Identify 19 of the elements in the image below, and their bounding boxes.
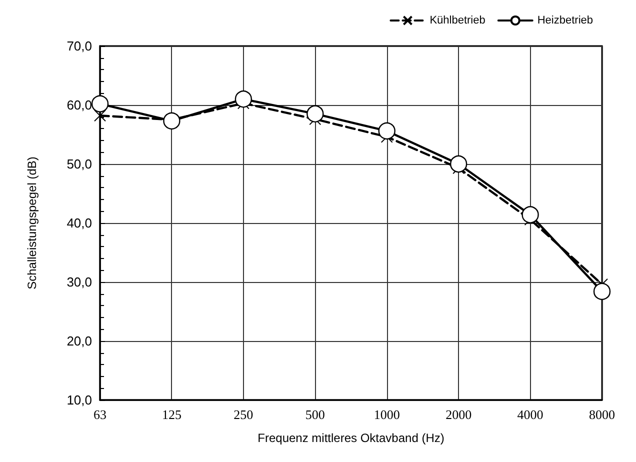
- x-tick-label: 63: [94, 407, 106, 422]
- x-axis-title: Frequenz mittleres Oktavband (Hz): [258, 431, 444, 445]
- y-tick-label: 40,0: [66, 216, 92, 230]
- y-tick-label: 30,0: [66, 274, 92, 290]
- y-tick-label: 60,0: [66, 98, 92, 112]
- legend-label: Heizbetrieb: [537, 14, 593, 26]
- legend-label: Kühlbetrieb: [430, 14, 486, 26]
- x-tick-label: 1000: [374, 407, 400, 422]
- x-tick-label: 250: [234, 407, 254, 422]
- y-tick-label: 50,0: [66, 156, 92, 172]
- x-tick-label: 2000: [446, 407, 472, 422]
- x-tick-label: 4000: [517, 407, 544, 422]
- x-tick-label: 8000: [589, 407, 615, 422]
- y-axis-title: Schalleistungspegel (dB): [25, 156, 39, 290]
- x-tick-label: 125: [162, 407, 182, 422]
- y-tick-label: 10,0: [66, 392, 92, 408]
- y-tick-label: 70,0: [66, 38, 92, 54]
- y-tick-label: 20,0: [66, 334, 92, 348]
- x-tick-label: 500: [305, 407, 325, 422]
